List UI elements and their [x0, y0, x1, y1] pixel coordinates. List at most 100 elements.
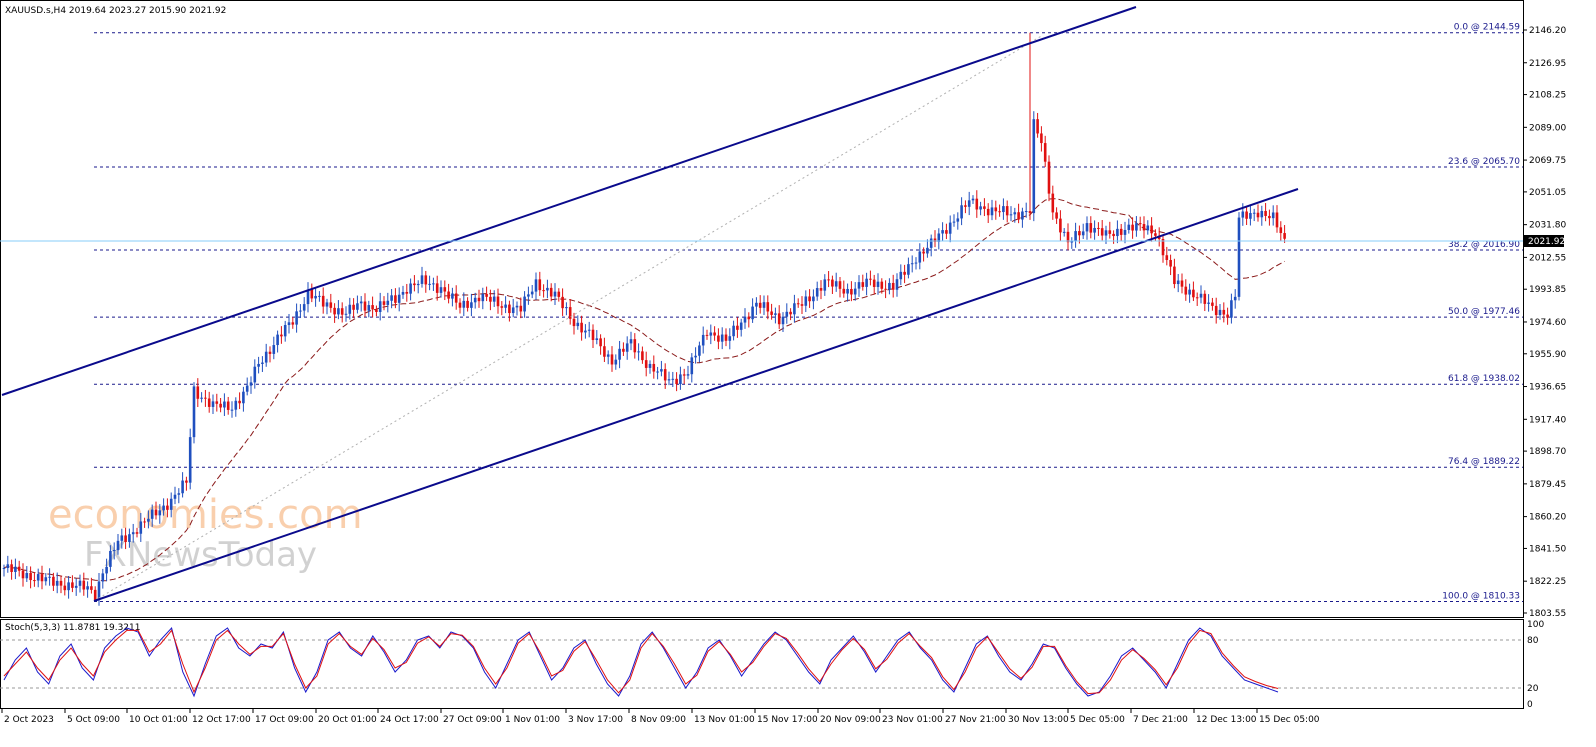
- candle-bear: [850, 288, 853, 295]
- candle-bull: [686, 374, 690, 376]
- candle-bear: [204, 397, 207, 399]
- time-tick-label: 27 Oct 09:00: [443, 715, 502, 725]
- candle-bear: [861, 282, 865, 287]
- candle-bull: [44, 577, 48, 582]
- candle-bear: [903, 271, 906, 275]
- candle-bull: [462, 300, 466, 308]
- candle-bear: [591, 329, 595, 341]
- candle-bear: [268, 351, 272, 354]
- candle-bull: [667, 379, 671, 381]
- candle-bear: [485, 293, 488, 297]
- stoch-pane-frame: [0, 619, 1524, 709]
- candle-bull: [523, 296, 526, 312]
- stoch-level-label: 80: [1527, 636, 1539, 646]
- candle-bull: [1032, 119, 1036, 214]
- candle-bear: [869, 278, 872, 280]
- time-tick-label: 5 Oct 09:00: [67, 715, 120, 725]
- candle-bull: [188, 437, 192, 483]
- ma-line: [3, 198, 1285, 582]
- candle-bull: [952, 221, 956, 223]
- time-tick-label: 15 Nov 17:00: [757, 715, 818, 725]
- candle-bull: [1002, 206, 1005, 213]
- candle-bull: [926, 247, 929, 254]
- candle-bull: [553, 291, 557, 297]
- candle-bull: [470, 302, 473, 308]
- candle-bear: [964, 205, 967, 207]
- candle-bear: [166, 505, 169, 510]
- candle-bear: [1268, 215, 1271, 219]
- candle-bull: [929, 238, 933, 248]
- candle-bull: [732, 325, 735, 337]
- candle-bear: [1161, 239, 1165, 256]
- candle-bull: [397, 294, 401, 303]
- candle-bull: [739, 322, 743, 330]
- candle-bear: [340, 308, 344, 315]
- candle-bull: [272, 345, 276, 354]
- candle-bull: [671, 378, 675, 380]
- candle-bear: [713, 332, 716, 336]
- candle-bear: [1275, 212, 1279, 228]
- candle-bull: [504, 304, 507, 308]
- candle-bear: [1165, 255, 1169, 261]
- candle-bear: [819, 288, 823, 291]
- candle-bear: [333, 307, 336, 315]
- candle-bull: [386, 300, 390, 305]
- main-pane-frame: [0, 0, 1524, 618]
- candle-bull: [67, 582, 70, 591]
- candle-bull: [283, 325, 287, 337]
- candle-bear: [1059, 218, 1062, 233]
- candle-bull: [587, 329, 591, 331]
- candle-bear: [1097, 227, 1100, 229]
- candle-bull: [1241, 211, 1245, 218]
- candle-bear: [1173, 266, 1176, 285]
- candle-bear: [29, 573, 32, 581]
- candle-bull: [416, 283, 420, 286]
- candle-bull: [314, 295, 317, 299]
- price-tick-label: 2126.95: [1529, 59, 1566, 69]
- candle-bear: [644, 360, 648, 368]
- candle-bull: [625, 343, 629, 352]
- candle-bull: [660, 369, 663, 372]
- candle-bull: [249, 382, 253, 386]
- candle-bull: [451, 293, 454, 299]
- candle-bear: [154, 509, 158, 516]
- candle-bear: [994, 207, 998, 212]
- fibo-level-label: 100.0 @ 1810.33: [1442, 591, 1520, 601]
- candle-bull: [1085, 223, 1089, 232]
- candle-bull: [720, 334, 724, 342]
- candle-bear: [1184, 286, 1188, 295]
- candle-bull: [295, 311, 298, 325]
- candle-bull: [971, 198, 975, 201]
- candle-bull: [158, 510, 162, 516]
- candle-bull: [618, 348, 621, 360]
- candle-bull: [173, 494, 177, 499]
- candle-bear: [226, 401, 230, 410]
- candle-bear: [63, 585, 67, 591]
- candle-bull: [907, 264, 910, 275]
- candle-bear: [443, 287, 447, 292]
- candle-bull: [253, 366, 257, 383]
- candle-bear: [557, 291, 561, 297]
- candle-bull: [1230, 300, 1233, 318]
- candle-bull: [97, 581, 101, 600]
- candle-bull: [865, 278, 868, 287]
- candle-bull: [979, 206, 982, 210]
- candle-bull: [515, 305, 519, 308]
- candle-bull: [25, 573, 29, 579]
- time-axis: 2 Oct 2023 5 Oct 09:00 10 Oct 01:00 12 Oct …: [1, 708, 1320, 725]
- candle-bull: [527, 294, 530, 297]
- candle-bull: [55, 580, 59, 586]
- candle-bear: [933, 238, 937, 242]
- stoch-level-label: 100: [1527, 620, 1544, 630]
- candle-bull: [139, 521, 143, 534]
- candle-bull: [1135, 223, 1138, 231]
- time-tick-label: 20 Oct 01:00: [318, 715, 377, 725]
- channel-lower-line[interactable]: [93, 188, 1299, 602]
- candle-bear: [891, 282, 895, 290]
- candle-bull: [1188, 289, 1191, 295]
- candle-bear: [207, 398, 211, 407]
- candle-bear: [82, 580, 86, 590]
- channel-upper-line[interactable]: [1, 6, 1137, 396]
